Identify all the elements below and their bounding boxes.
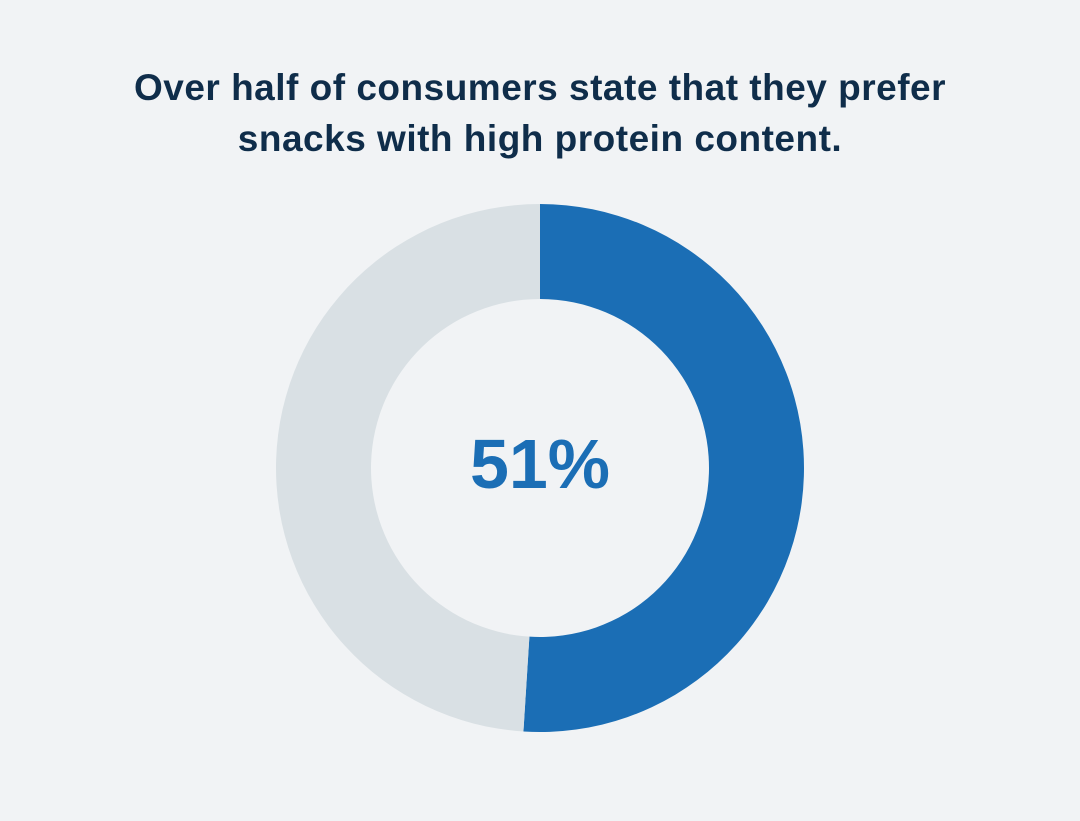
chart-title-line-2: snacks with high protein content. <box>237 118 843 159</box>
chart-title: Over half of consumers state that they p… <box>0 62 1080 164</box>
donut-slices <box>275 204 804 732</box>
donut-slice-highlight <box>523 204 804 732</box>
center-percentage-label: 51% <box>470 425 610 503</box>
donut-slice-remainder <box>275 204 540 732</box>
chart-title-line-1: Over half of consumers state that they p… <box>133 67 947 108</box>
